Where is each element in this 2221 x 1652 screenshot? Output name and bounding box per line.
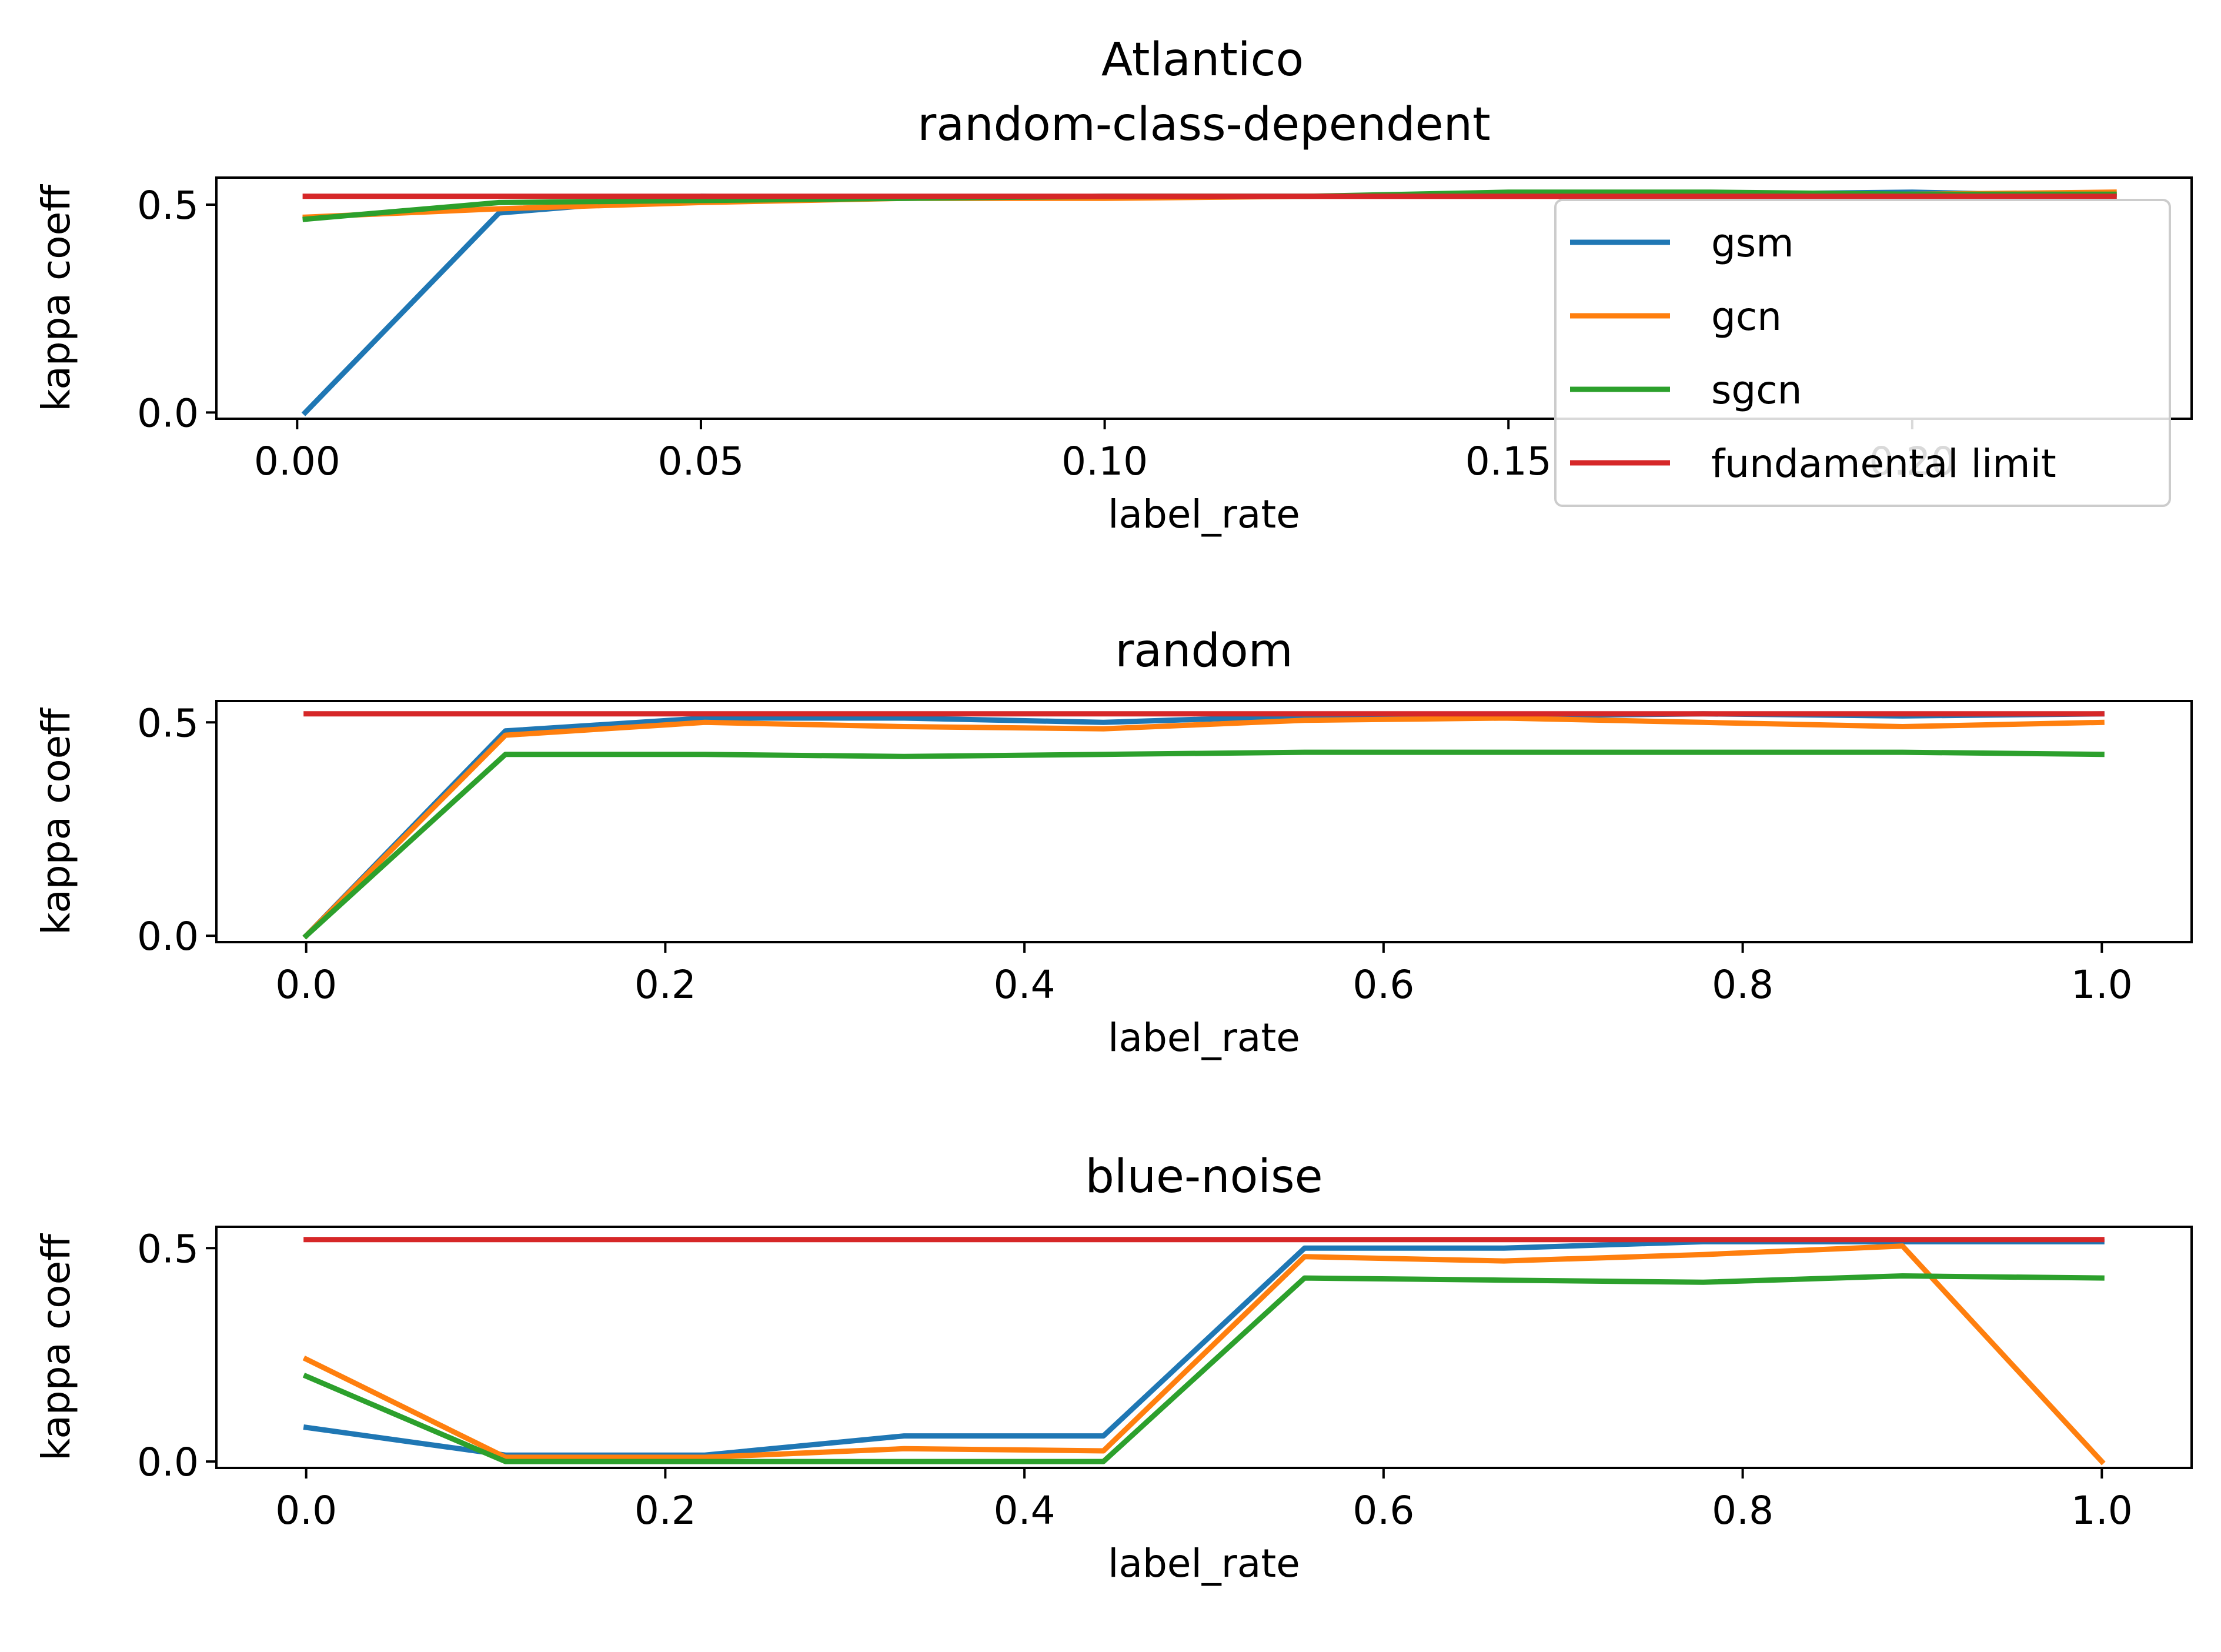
- figure-title: Atlantico: [1101, 34, 1304, 86]
- chart-title: blue-noise: [1085, 1150, 1322, 1203]
- x-tick-label: 0.0: [275, 1488, 337, 1533]
- chart-3: blue-noise 0.0 0.2 0.4 0.6 0.8 1.0 0.0 0.5 label_…: [34, 1150, 2193, 1586]
- charts: random-class-dependent 0.00 0.05 0.10 0.15 0.…: [34, 98, 2193, 1586]
- x-tick-label: 0.8: [1712, 962, 1774, 1007]
- y-tick-label: 0.5: [137, 1226, 199, 1271]
- x-tick-label: 1.0: [2071, 962, 2133, 1007]
- legend-label: fundamental limit: [1711, 441, 2056, 486]
- x-tick-label: 0.05: [657, 439, 744, 484]
- y-tick-label: 0.0: [137, 914, 199, 959]
- series-line-sgcn: [302, 749, 2105, 940]
- x-tick-label: 0.2: [634, 1488, 696, 1533]
- y-tick-label: 0.5: [137, 183, 199, 228]
- x-tick-label: 0.8: [1712, 1488, 1774, 1533]
- legend-label: gcn: [1711, 294, 1782, 339]
- x-axis-label: label_rate: [1108, 492, 1300, 537]
- plot-frame: [215, 1226, 2193, 1469]
- y-tick-label: 0.5: [137, 700, 199, 746]
- x-tick-label: 1.0: [2071, 1488, 2133, 1533]
- x-tick-label: 0.0: [275, 962, 337, 1007]
- series-line-sgcn: [302, 1273, 2105, 1464]
- x-axis-label: label_rate: [1108, 1541, 1300, 1586]
- y-axis-label: kappa coeff: [34, 707, 79, 935]
- y-tick-label: 0.0: [137, 1440, 199, 1485]
- x-tick-label: 0.10: [1061, 439, 1148, 484]
- chart-2: random 0.0 0.2 0.4 0.6 0.8 1.0 0.0 0.5 label_rate…: [34, 625, 2193, 1060]
- x-tick-label: 0.15: [1465, 439, 1552, 484]
- x-axis-label: label_rate: [1108, 1015, 1300, 1060]
- chart-title: random: [1115, 625, 1293, 678]
- y-axis-label: kappa coeff: [34, 1233, 79, 1461]
- chart-title: random-class-dependent: [917, 98, 1490, 151]
- x-tick-label: 0.6: [1352, 962, 1414, 1007]
- chart-1: random-class-dependent 0.00 0.05 0.10 0.15 0.…: [34, 98, 2193, 537]
- series-line-gcn: [302, 715, 2105, 940]
- legend-label: gsm: [1711, 221, 1794, 266]
- x-tick-label: 0.2: [634, 962, 696, 1007]
- plot-frame: [215, 176, 2193, 420]
- y-axis-label: kappa coeff: [34, 184, 79, 412]
- legend-box: [1554, 199, 2171, 507]
- x-tick-label: 0.4: [994, 962, 1056, 1007]
- x-tick-label: 0.4: [994, 1488, 1056, 1533]
- legend: gsm gcn sgcn fundamental limit: [1554, 199, 2171, 507]
- plot-frame: [215, 700, 2193, 943]
- series-line-gcn: [302, 1243, 2106, 1466]
- y-tick-label: 0.0: [137, 391, 199, 436]
- x-tick-label: 0.00: [254, 439, 340, 484]
- x-tick-label: 0.6: [1352, 1488, 1414, 1533]
- legend-label: sgcn: [1711, 368, 1802, 413]
